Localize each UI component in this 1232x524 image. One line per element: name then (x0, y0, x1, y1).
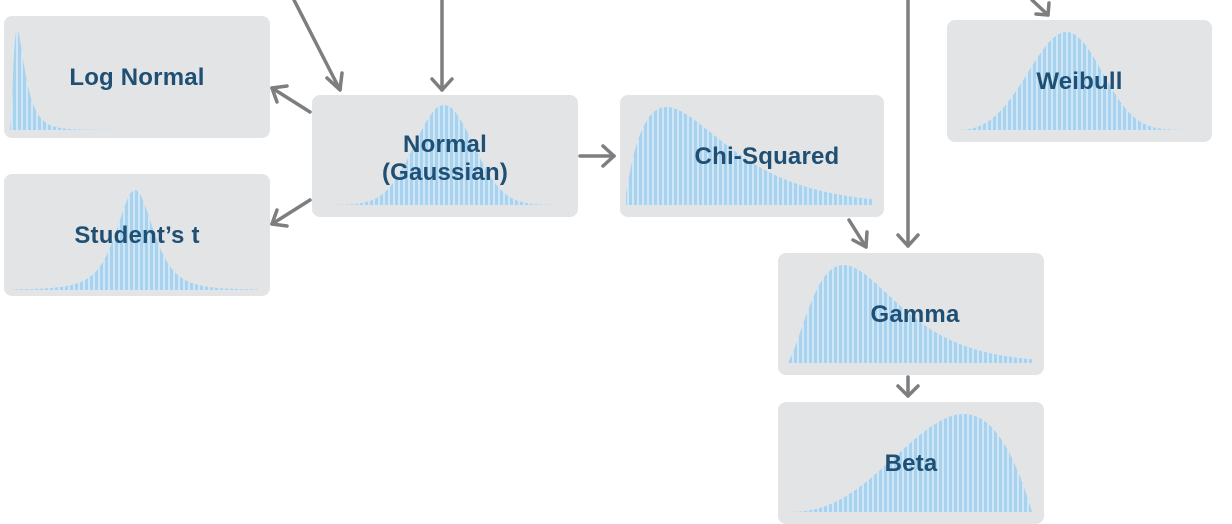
beta-node: Beta (778, 402, 1044, 524)
arrow-into-gamma-vertical-head (896, 233, 920, 248)
arrow-into-weibull-head (1034, 1, 1051, 17)
curve-area (12, 190, 258, 290)
gamma-label: Gamma (870, 301, 960, 328)
normal-label: Normal (403, 131, 487, 158)
chi-squared-curve (626, 107, 872, 205)
students-t-node: Student’s t (4, 174, 270, 296)
log-normal-node: Log Normal (4, 16, 270, 138)
gamma-curve (786, 265, 1032, 363)
arrow-into-normal-diagonal (292, 0, 342, 92)
arrow-normal-to-log-normal (270, 86, 312, 114)
normal-curve (322, 105, 566, 205)
arrow-normal-to-students-t-head (270, 208, 289, 228)
log-normal-curve (10, 30, 258, 130)
arrow-normal-to-log-normal-head (270, 84, 289, 104)
arrow-into-normal-diagonal-head (325, 71, 344, 92)
arrow-chi-squared-to-gamma (847, 218, 868, 249)
students-t-curve (12, 190, 258, 290)
curve-area (10, 30, 258, 130)
arrow-chi-squared-to-gamma-head (851, 230, 869, 249)
arrow-into-normal-vertical-head (430, 77, 454, 92)
arrow-gamma-to-beta-head (896, 384, 920, 398)
normal-sublabel: (Gaussian) (381, 159, 509, 186)
weibull-curve (955, 32, 1199, 130)
chi-squared-node: Chi-Squared (620, 95, 884, 217)
log-normal-label: Log Normal (69, 64, 205, 91)
beta-label: Beta (884, 450, 938, 477)
gamma-node: Gamma (778, 253, 1044, 375)
arrow-into-weibull (1030, 0, 1050, 17)
arrow-normal-to-chi-squared-head (601, 144, 616, 168)
curve-area (786, 414, 1032, 512)
weibull-label: Weibull (1036, 68, 1123, 95)
arrow-normal-to-students-t (270, 198, 312, 226)
weibull-node: Weibull (947, 20, 1212, 142)
normal-node: Normal (Gaussian) (312, 95, 578, 217)
chi-squared-label: Chi-Squared (694, 143, 840, 170)
beta-curve (786, 414, 1032, 512)
students-t-label: Student’s t (74, 222, 200, 249)
